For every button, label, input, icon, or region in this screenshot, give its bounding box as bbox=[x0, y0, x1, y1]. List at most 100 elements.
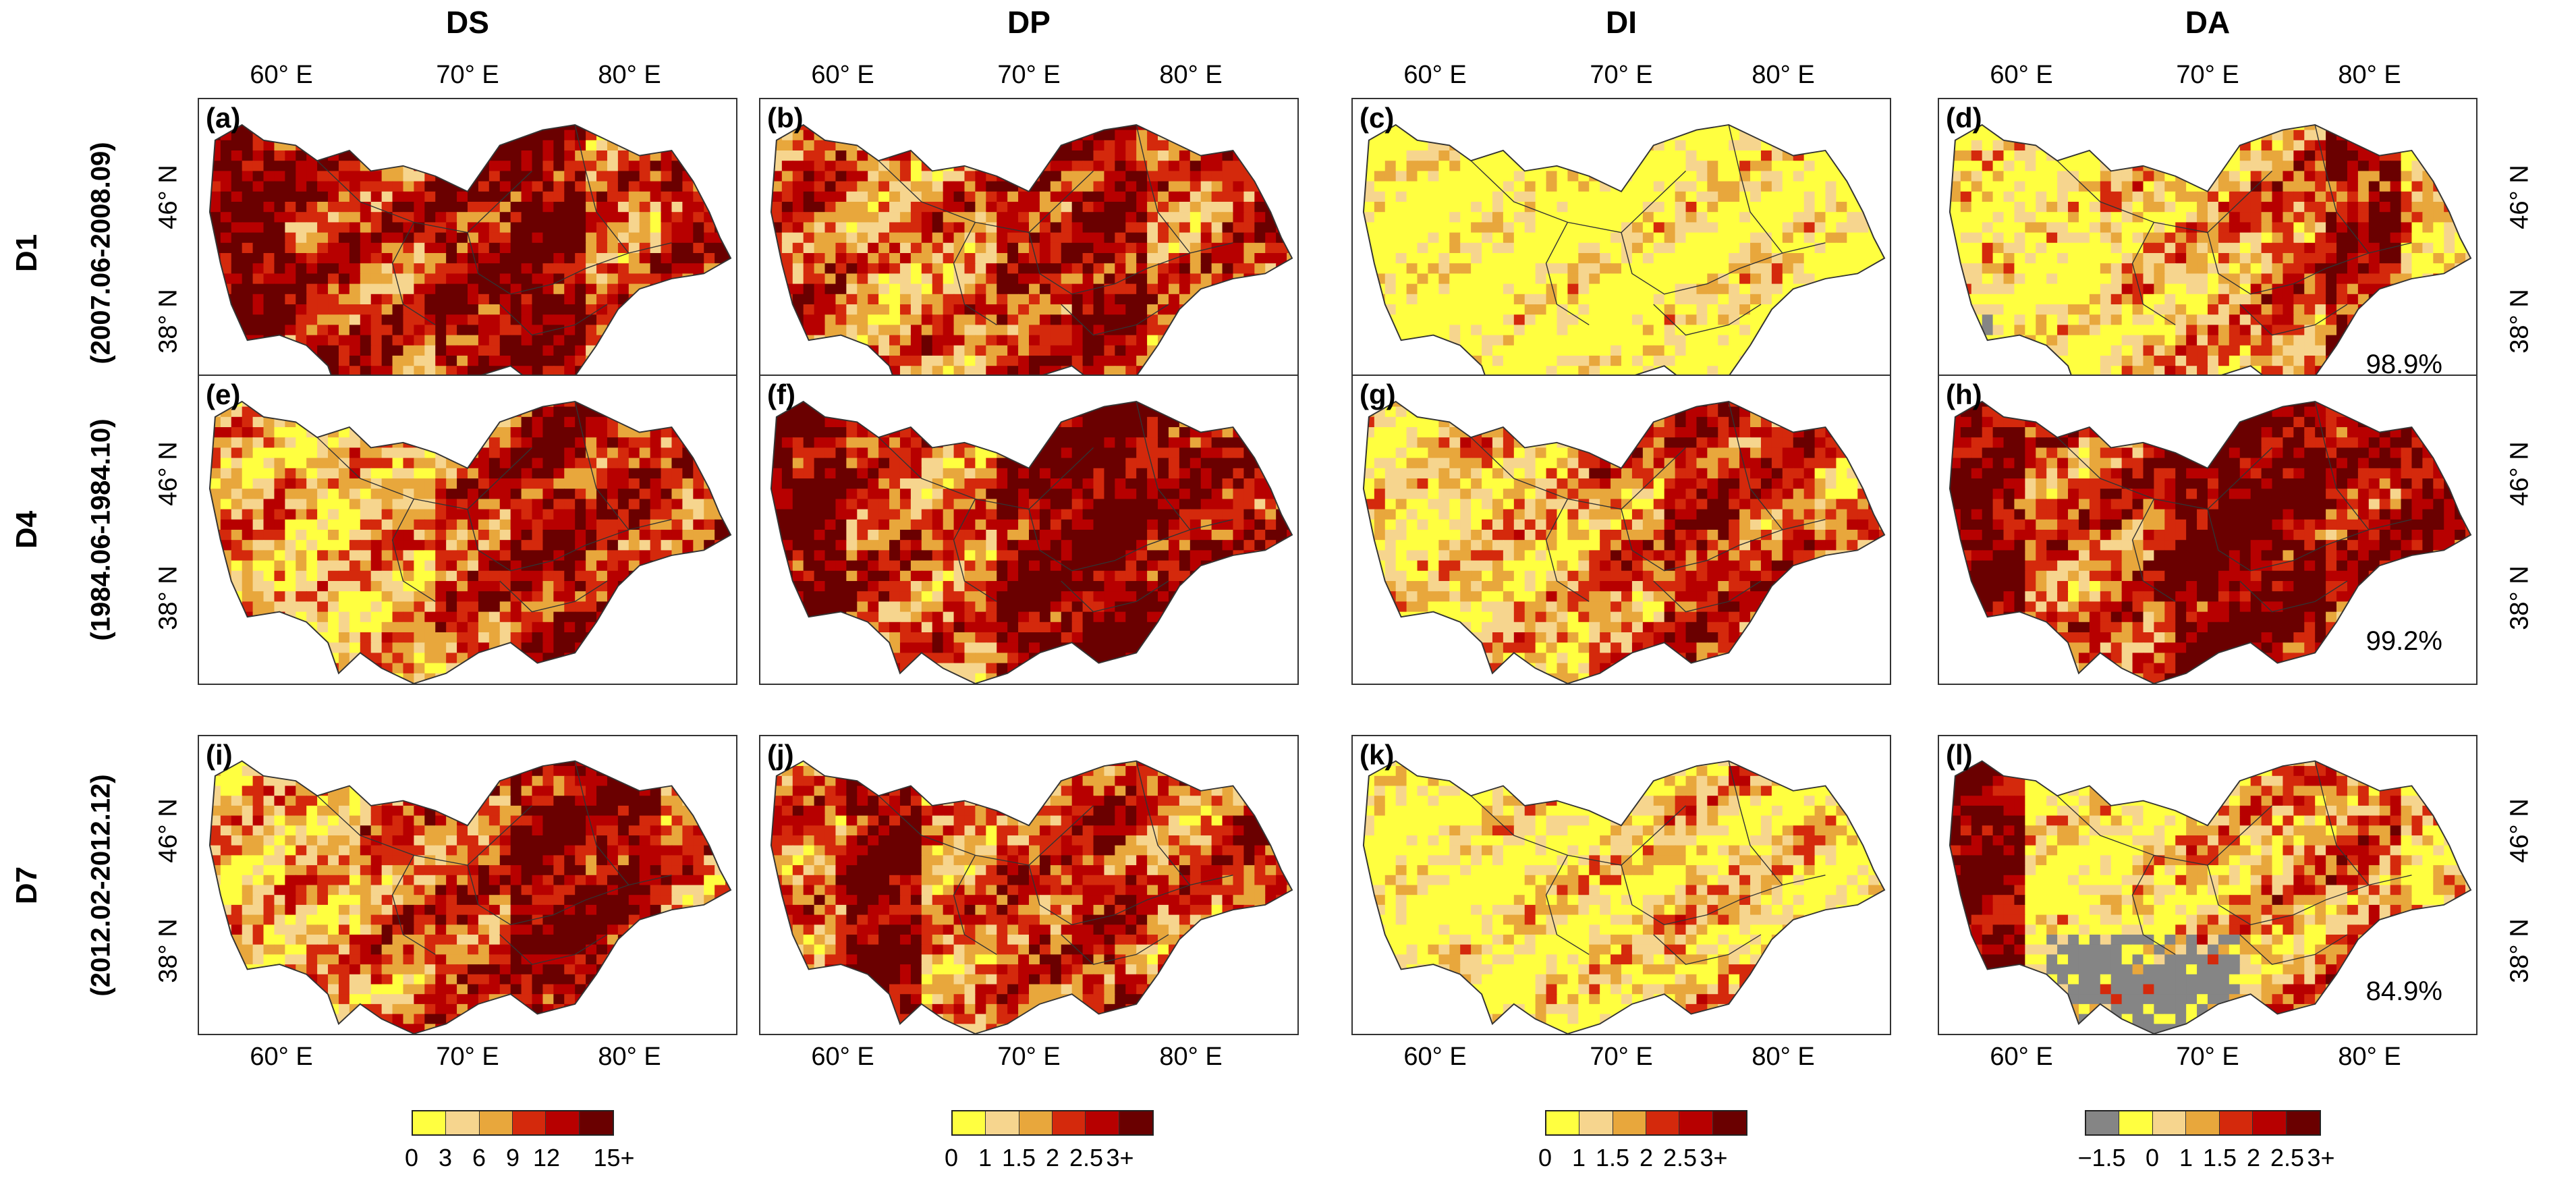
bottom-lon-label: 70° E bbox=[997, 1043, 1061, 1071]
legend-color-box bbox=[1679, 1111, 1713, 1134]
legend-tick-label: 3+ bbox=[1106, 1144, 1134, 1171]
left-lat-label: 38° N bbox=[154, 565, 183, 630]
sub-basin-boundary bbox=[1061, 580, 1169, 613]
top-lon-label: 60° E bbox=[1403, 61, 1467, 89]
legend-tick-label: 1 bbox=[978, 1144, 992, 1171]
sub-basin-boundary bbox=[1061, 304, 1169, 336]
sub-basin-boundary bbox=[2207, 509, 2412, 572]
sub-basin-boundary bbox=[1621, 509, 1826, 572]
legend-color-box bbox=[953, 1111, 986, 1134]
basin-outline bbox=[770, 400, 1293, 684]
column-header-ds: DS bbox=[446, 5, 489, 40]
bottom-lon-label: 60° E bbox=[1403, 1043, 1467, 1071]
legend-color-box bbox=[1052, 1111, 1086, 1134]
sub-basin-boundary bbox=[1028, 232, 1233, 295]
left-lat-label: 38° N bbox=[154, 918, 183, 984]
panel-letter: (a) bbox=[206, 102, 241, 134]
sub-basin-boundary bbox=[2314, 761, 2370, 885]
row-period: (2012.02-2012.12) bbox=[86, 773, 116, 997]
bottom-lon-label: 60° E bbox=[250, 1043, 313, 1071]
legend-tick-label: 1.5 bbox=[1595, 1144, 1630, 1171]
legend-color-box bbox=[1119, 1111, 1152, 1134]
map-panel-f: (f) bbox=[759, 375, 1299, 685]
percentage-label: 98.9% bbox=[2365, 350, 2442, 379]
percentage-label: 84.9% bbox=[2365, 976, 2442, 1006]
panel-letter: (i) bbox=[206, 739, 233, 771]
basin-outline bbox=[208, 760, 732, 1034]
panel-letter: (e) bbox=[206, 379, 241, 410]
panel-letter: (f) bbox=[767, 379, 795, 410]
row-label-d4: D4 bbox=[10, 510, 43, 549]
sub-basin-boundary bbox=[1653, 934, 1762, 965]
sub-basin-boundary bbox=[391, 222, 436, 325]
legend-color-box bbox=[1613, 1111, 1646, 1134]
basin-map bbox=[1362, 400, 1886, 684]
legend-color-box bbox=[1579, 1111, 1613, 1134]
left-lat-label: 46° N bbox=[154, 165, 183, 229]
basin-outline bbox=[770, 123, 1293, 407]
sub-basin-boundary bbox=[2131, 855, 2176, 955]
sub-basin-boundary bbox=[574, 761, 629, 885]
sub-basin-boundary bbox=[1470, 437, 1687, 510]
map-panel-e: (e) bbox=[198, 375, 737, 685]
legend-color-box bbox=[2086, 1111, 2120, 1134]
legend-tick-label: 0 bbox=[944, 1144, 959, 1171]
sub-basin-boundary bbox=[953, 499, 997, 602]
sub-basin-boundary bbox=[878, 160, 1094, 233]
sub-basin-boundary bbox=[1728, 125, 1783, 254]
raster-cells bbox=[1363, 125, 1885, 407]
legend-tick-label: 1.5 bbox=[1001, 1144, 1036, 1171]
sub-basin-boundary bbox=[2314, 402, 2370, 530]
sub-basin-boundary bbox=[1028, 864, 1233, 926]
sub-basin-boundary bbox=[499, 304, 608, 336]
sub-basin-boundary bbox=[2131, 499, 2176, 602]
sub-basin-boundary bbox=[316, 160, 533, 233]
sub-basin-boundary bbox=[499, 934, 608, 965]
left-lat-label: 46° N bbox=[154, 441, 183, 506]
basin-map bbox=[1949, 400, 2472, 684]
basin-outline bbox=[1949, 760, 2472, 1034]
top-lon-label: 70° E bbox=[436, 61, 499, 89]
legend-color-box bbox=[986, 1111, 1019, 1134]
raster-cells bbox=[771, 761, 1293, 1034]
sub-basin-boundary bbox=[1061, 934, 1169, 965]
bottom-lon-label: 80° E bbox=[1752, 1043, 1815, 1071]
raster-cells bbox=[209, 125, 731, 407]
sub-basin-boundary bbox=[1136, 761, 1191, 885]
basin-outline bbox=[1362, 760, 1886, 1034]
bottom-lon-label: 80° E bbox=[1159, 1043, 1223, 1071]
legend-tick-label: 0 bbox=[2145, 1144, 2160, 1171]
panel-letter: (l) bbox=[1946, 739, 1973, 771]
top-lon-label: 80° E bbox=[2338, 61, 2401, 89]
top-lon-label: 70° E bbox=[1590, 61, 1653, 89]
column-header-dp: DP bbox=[1007, 5, 1051, 40]
sub-basin-boundary bbox=[499, 580, 608, 613]
legend-color-box bbox=[1019, 1111, 1053, 1134]
legend-color-bar bbox=[951, 1110, 1154, 1136]
legend-color-box bbox=[579, 1111, 613, 1134]
sub-basin-boundary bbox=[878, 437, 1094, 510]
basin-map bbox=[770, 400, 1293, 684]
right-lat-label: 38° N bbox=[2505, 565, 2534, 630]
sub-basin-boundary bbox=[316, 437, 533, 510]
sub-basin-boundary bbox=[1470, 160, 1687, 233]
basin-map bbox=[208, 760, 732, 1034]
sub-basin-boundary bbox=[1621, 232, 1826, 295]
sub-basin-boundary bbox=[2239, 304, 2348, 336]
map-panel-j: (j) bbox=[759, 735, 1299, 1035]
row-label-d1: D1 bbox=[10, 233, 43, 273]
panel-letter: (j) bbox=[767, 739, 794, 771]
basin-outline bbox=[208, 400, 732, 684]
sub-basin-boundary bbox=[1136, 125, 1191, 254]
raster-cells bbox=[209, 402, 731, 684]
legend-tick-label: 6 bbox=[472, 1144, 486, 1171]
sub-basin-boundary bbox=[391, 855, 436, 955]
legend-color-box bbox=[546, 1111, 580, 1134]
map-panel-c: (c) bbox=[1351, 98, 1891, 408]
sub-basin-boundary bbox=[878, 795, 1094, 866]
bottom-lon-label: 80° E bbox=[598, 1043, 661, 1071]
column-header-di: DI bbox=[1606, 5, 1637, 40]
left-lat-label: 38° N bbox=[154, 289, 183, 354]
legend-tick-label: 15+ bbox=[593, 1144, 635, 1171]
legend-color-bar bbox=[412, 1110, 614, 1136]
